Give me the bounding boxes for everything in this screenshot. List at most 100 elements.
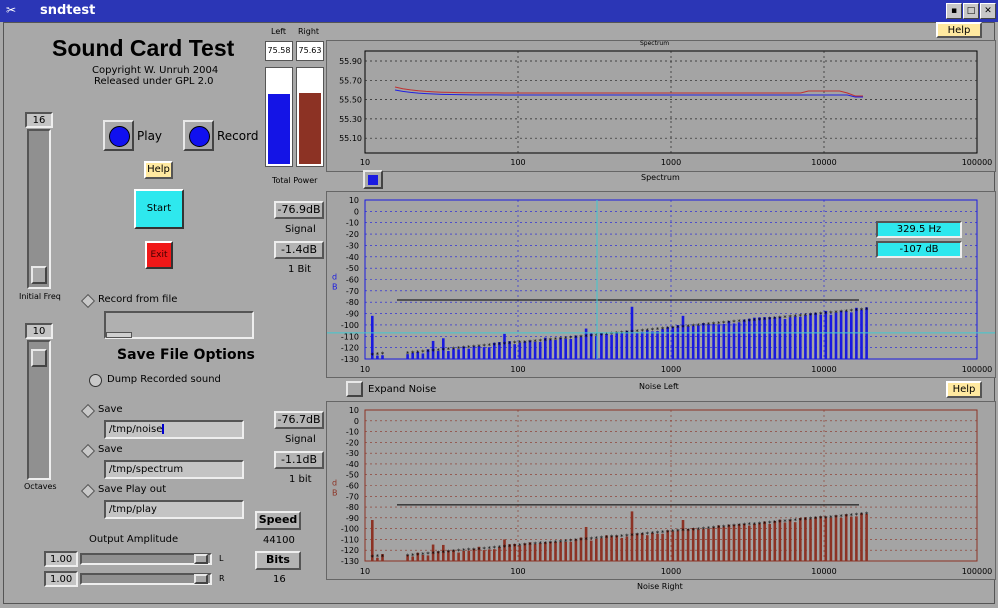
- start-button[interactable]: Start: [134, 189, 184, 229]
- noise-bar: [416, 351, 420, 359]
- noise-bar: [549, 339, 552, 359]
- noise-marker: *: [753, 521, 757, 529]
- noise-bar: [707, 324, 710, 359]
- save-noise-input[interactable]: /tmp/noise: [104, 420, 244, 439]
- noise-marker: *: [727, 319, 731, 327]
- dump-recorded-label: Dump Recorded sound: [107, 374, 221, 385]
- power-left-value: 75.58: [265, 41, 293, 61]
- noise-bar: [381, 554, 384, 561]
- spectrum-toggle-button[interactable]: [363, 170, 383, 189]
- expand-noise-toggle[interactable]: [346, 381, 363, 397]
- noise-bar: [376, 355, 379, 359]
- y-tick-label: -110: [341, 535, 359, 544]
- octaves-slider-handle[interactable]: [31, 349, 47, 367]
- text-cursor: [162, 424, 165, 434]
- save-playout-input[interactable]: /tmp/play: [104, 500, 244, 519]
- y-axis-label: B: [332, 489, 338, 498]
- noise-bar: [442, 544, 445, 561]
- noise-bar: [732, 323, 736, 359]
- noise-bar: [829, 517, 833, 561]
- noise-marker: *: [666, 529, 670, 537]
- noise-bar: [809, 313, 812, 359]
- noise-marker: *: [778, 518, 782, 526]
- noise-bar: [635, 533, 639, 561]
- noise-marker: *: [707, 321, 711, 329]
- bits-button[interactable]: Bits: [255, 551, 301, 570]
- window-titlebar[interactable]: ✂ sndtest ▪ □ ✕: [0, 0, 998, 22]
- y-tick-label: -130: [341, 557, 359, 566]
- amp-right-slider-handle[interactable]: [194, 574, 208, 584]
- record-file-scrollbar[interactable]: [104, 311, 254, 339]
- signal-right-bit-button[interactable]: -1.1dB: [274, 451, 324, 469]
- initial-freq-slider-handle[interactable]: [31, 266, 47, 284]
- amp-left-slider[interactable]: [80, 553, 212, 565]
- noise-bar: [702, 323, 705, 359]
- x-tick-label: 10: [360, 158, 370, 167]
- noise-bar: [513, 543, 516, 561]
- minimize-icon[interactable]: ▪: [946, 3, 962, 19]
- noise-marker: *: [834, 309, 838, 317]
- noise-marker: *: [732, 319, 736, 327]
- exit-button[interactable]: Exit: [145, 241, 173, 269]
- y-tick-label: -10: [346, 428, 359, 437]
- noise-bar: [538, 341, 542, 359]
- noise-marker: *: [605, 534, 609, 542]
- noise-bar: [600, 538, 603, 561]
- noise-bar: [487, 347, 491, 359]
- help-button[interactable]: Help: [144, 161, 173, 179]
- noise-bar: [763, 317, 766, 359]
- record-file-scroll-thumb[interactable]: [106, 332, 132, 338]
- noise-marker: *: [656, 326, 660, 334]
- initial-freq-slider[interactable]: [27, 129, 51, 289]
- maximize-icon[interactable]: □: [963, 3, 979, 19]
- noise-marker: *: [839, 308, 843, 316]
- noise-bar: [717, 525, 720, 561]
- noise-bar: [824, 516, 828, 561]
- x-tick-label: 1000: [661, 158, 681, 167]
- help-top-button[interactable]: Help: [936, 22, 982, 38]
- noise-marker: *: [651, 327, 655, 335]
- help-noise-button[interactable]: Help: [946, 381, 982, 398]
- noise-marker: *: [697, 526, 701, 534]
- play-button[interactable]: [103, 120, 134, 151]
- noise-marker: *: [411, 350, 415, 358]
- signal-right-db-button[interactable]: -76.7dB: [274, 411, 324, 429]
- noise-bar: [610, 536, 613, 561]
- noise-left-graph[interactable]: 10 0 -10 -20 -30 -40 -50 -60 -70 -80 -90 -100 -110 -1…: [326, 191, 996, 378]
- signal-left-db-button[interactable]: -76.9dB: [274, 201, 324, 219]
- signal-left-label: Signal: [285, 224, 316, 235]
- signal-left-bit-button[interactable]: -1.4dB: [274, 241, 324, 259]
- noise-bar: [707, 528, 710, 561]
- noise-bar: [778, 317, 782, 359]
- noise-bar: [447, 550, 450, 561]
- dump-recorded-radio[interactable]: [89, 374, 102, 387]
- noise-bar: [528, 340, 532, 359]
- noise-bar: [676, 530, 680, 561]
- amp-left-slider-handle[interactable]: [194, 554, 208, 564]
- octaves-slider[interactable]: [27, 340, 51, 480]
- noise-bar: [717, 324, 720, 359]
- speed-button[interactable]: Speed: [255, 511, 301, 530]
- noise-marker: *: [850, 308, 854, 316]
- save-spectrum-input[interactable]: /tmp/spectrum: [104, 460, 244, 479]
- noise-right-graph[interactable]: 10 0 -10 -20 -30 -40 -50 -60 -70 -80 -90 -100 -110 -1…: [326, 401, 996, 580]
- noise-marker: *: [758, 520, 762, 528]
- noise-marker: *: [839, 513, 843, 521]
- noise-right-plot: 100-10-20-30-40-50-60-70-80-90-100-110-1…: [332, 406, 992, 576]
- noise-bar: [855, 307, 858, 359]
- close-icon[interactable]: ✕: [980, 3, 996, 19]
- noise-bar: [523, 341, 527, 359]
- noise-bar: [503, 333, 506, 359]
- noise-marker: *: [661, 326, 665, 334]
- amp-right-slider[interactable]: [80, 573, 212, 585]
- amp-right-value: 1.00: [44, 571, 78, 587]
- y-tick-label: -20: [346, 438, 359, 447]
- noise-marker: *: [615, 533, 619, 541]
- record-button[interactable]: [183, 120, 214, 151]
- save-playout-label: Save Play out: [98, 484, 167, 495]
- scissors-icon[interactable]: ✂: [6, 3, 17, 17]
- noise-bar: [860, 309, 863, 359]
- x-tick-label: 100: [510, 365, 525, 374]
- noise-bar: [487, 549, 491, 561]
- noise-marker: *: [793, 517, 797, 525]
